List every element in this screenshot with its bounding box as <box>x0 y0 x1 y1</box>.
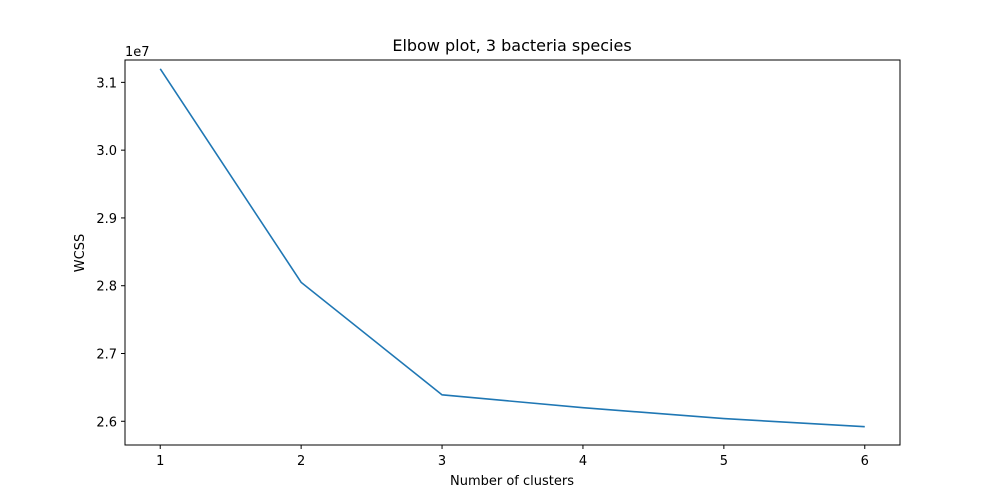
y-tick-label: 2.7 <box>96 347 117 362</box>
x-tick-label: 3 <box>438 454 446 469</box>
x-tick-label: 6 <box>861 454 869 469</box>
y-axis-label: WCSS <box>73 234 88 272</box>
chart-title: Elbow plot, 3 bacteria species <box>392 36 631 55</box>
x-tick-label: 1 <box>156 454 164 469</box>
y-tick-label: 2.9 <box>96 212 117 227</box>
y-axis-offset-label: 1e7 <box>125 45 150 60</box>
y-tick-label: 3.1 <box>96 76 117 91</box>
x-axis-ticks: 1 2 3 4 5 6 <box>156 445 869 469</box>
y-axis-ticks: 2.6 2.7 2.8 2.9 3.0 3.1 <box>96 76 125 430</box>
x-tick-label: 5 <box>720 454 728 469</box>
y-tick-label: 2.8 <box>96 280 117 295</box>
plot-frame <box>124 59 901 446</box>
y-tick-label: 2.6 <box>96 415 117 430</box>
x-axis-label: Number of clusters <box>450 474 574 489</box>
wcss-line <box>159 68 865 428</box>
x-tick-label: 4 <box>579 454 587 469</box>
x-tick-label: 2 <box>297 454 305 469</box>
y-tick-label: 3.0 <box>96 144 117 159</box>
